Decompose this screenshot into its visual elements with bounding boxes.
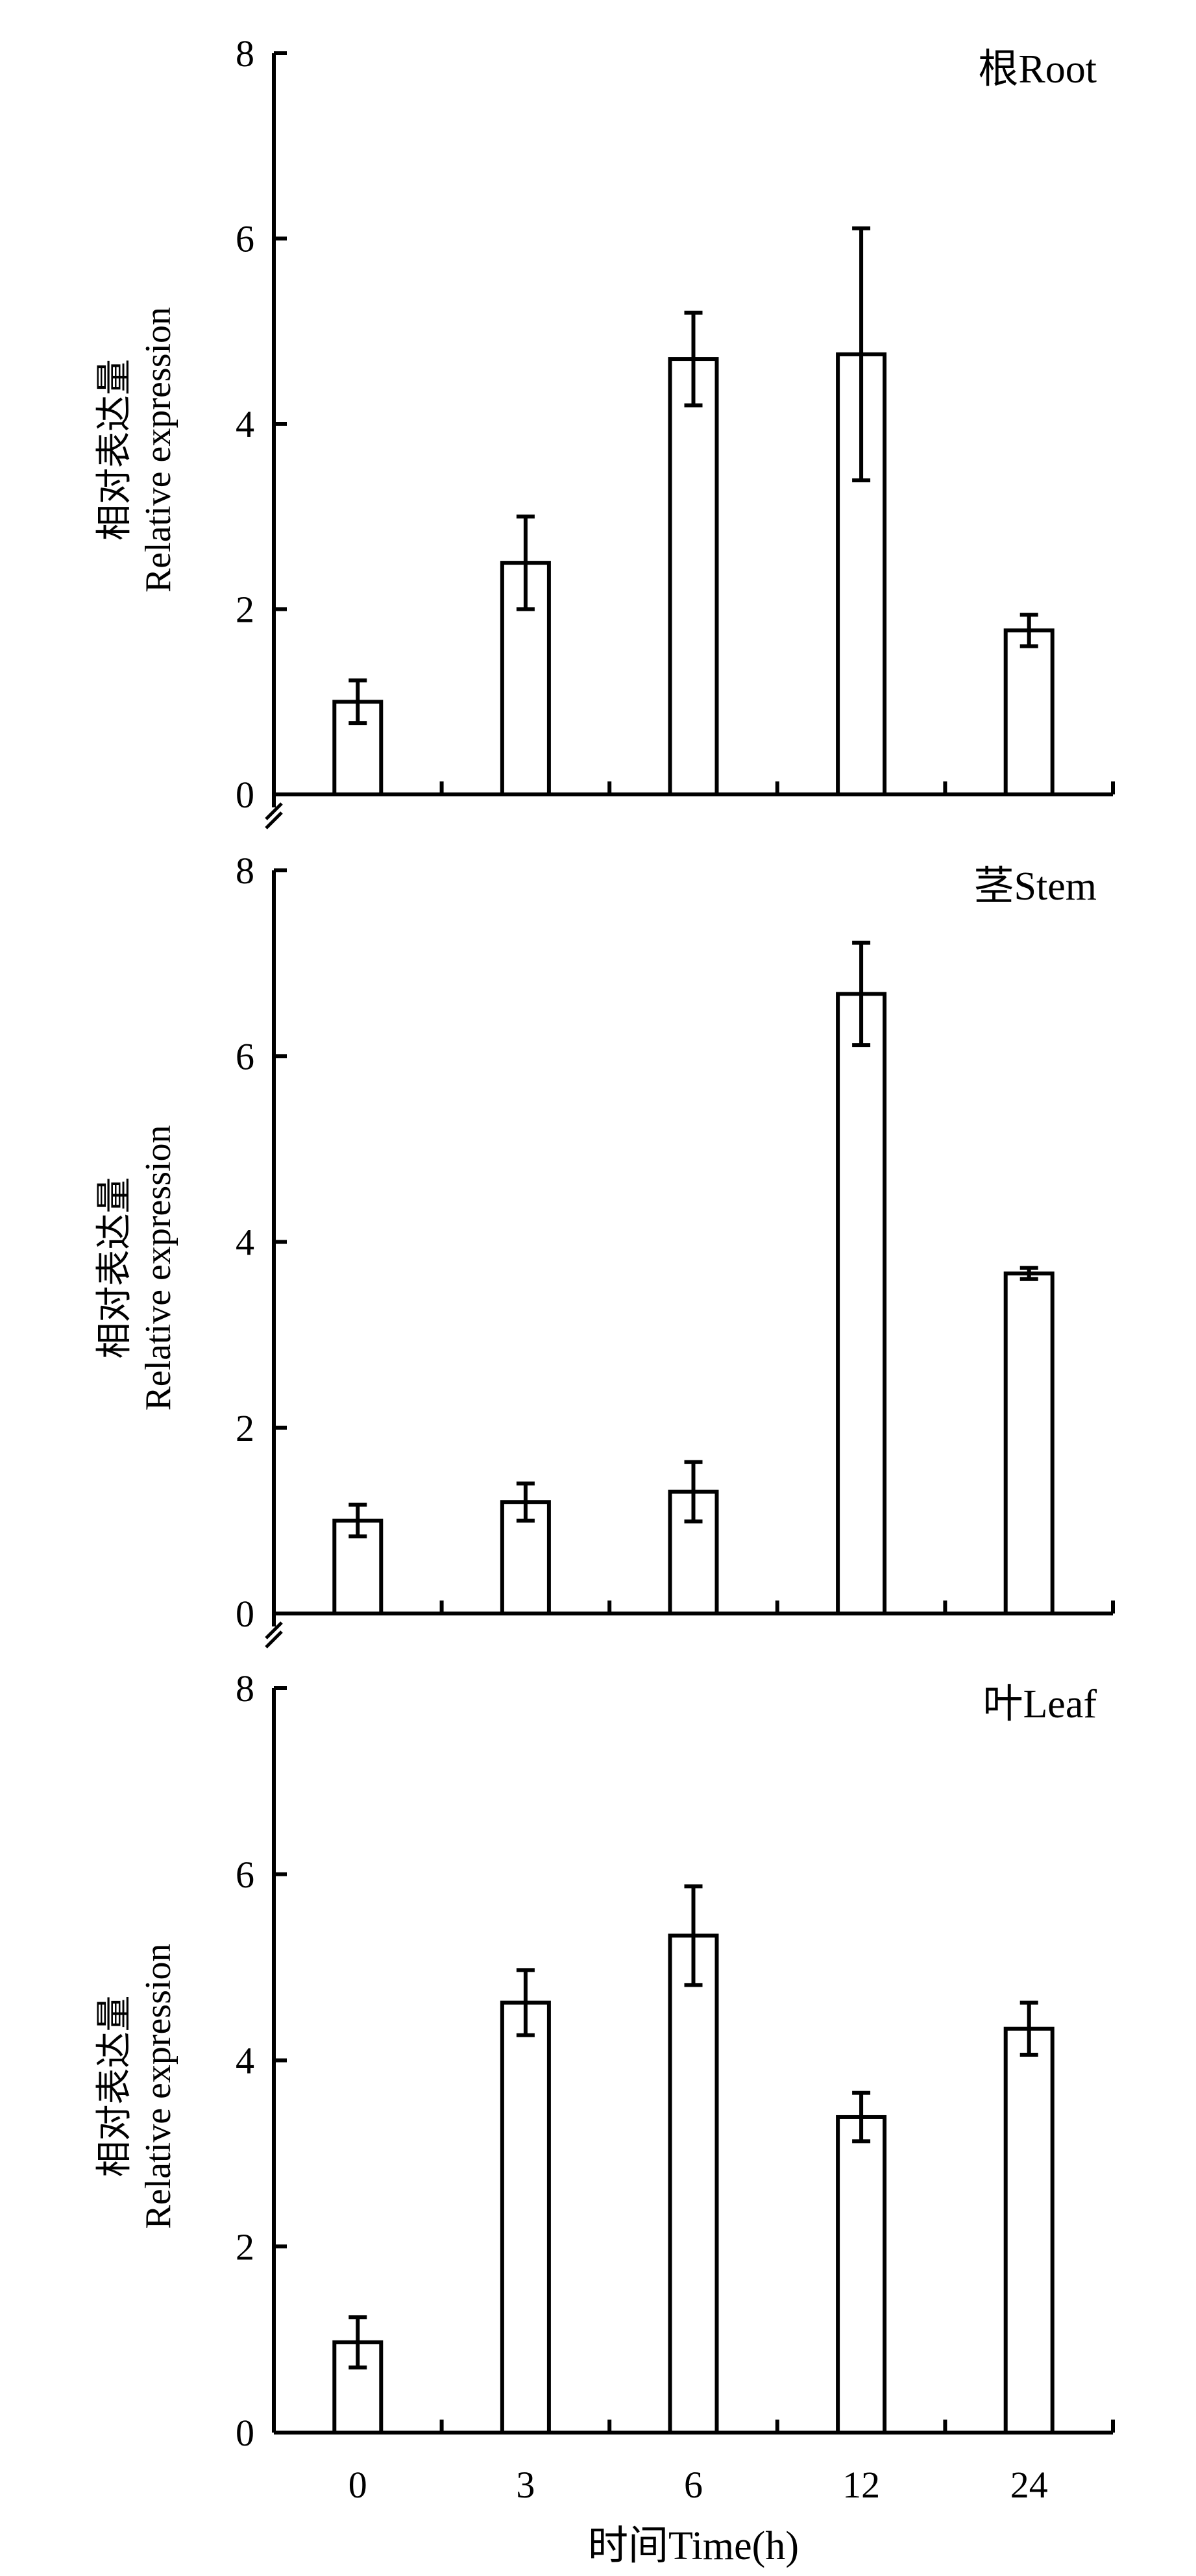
- panel-label: 根Root: [978, 47, 1097, 92]
- axis-break-mark: [265, 811, 283, 829]
- x-tick-label: 0: [348, 2464, 367, 2506]
- bar-叶Leaf-3: [500, 2000, 551, 2435]
- y-tick-label: 2: [236, 2226, 254, 2268]
- x-axis-label: 时间Time(h): [588, 2524, 799, 2568]
- y-tick-label: 6: [236, 1035, 254, 1077]
- y-axis-label-en: Relative expression: [138, 1943, 178, 2229]
- x-tick-label: 24: [1010, 2464, 1048, 2506]
- y-tick-label: 2: [236, 1407, 254, 1449]
- y-tick-label: 8: [236, 32, 254, 75]
- bar-根Root-24: [1003, 628, 1055, 797]
- y-axis-label-cn: 相对表达量: [95, 359, 135, 541]
- y-tick-label: 0: [236, 1593, 254, 1635]
- y-tick-label: 8: [236, 1667, 254, 1710]
- axis-break-mark: [265, 1621, 283, 1639]
- bar-叶Leaf-12: [836, 2115, 887, 2435]
- bar-根Root-6: [668, 357, 719, 796]
- y-axis-label-en: Relative expression: [138, 307, 178, 593]
- bar-叶Leaf-6: [668, 1933, 719, 2435]
- axis-break-mark: [265, 802, 283, 820]
- y-tick-label: 6: [236, 1854, 254, 1896]
- y-tick-label: 0: [236, 774, 254, 816]
- bar-叶Leaf-24: [1003, 2026, 1055, 2435]
- y-axis-label-en: Relative expression: [138, 1125, 178, 1410]
- y-tick-label: 4: [236, 2040, 254, 2082]
- panel-label: 叶Leaf: [982, 1682, 1097, 1726]
- y-tick-label: 6: [236, 218, 254, 260]
- bar-根Root-0: [332, 700, 384, 796]
- bar-叶Leaf-0: [332, 2340, 384, 2435]
- y-tick-label: 8: [236, 850, 254, 892]
- y-axis-label-cn: 相对表达量: [95, 1996, 135, 2177]
- y-tick-label: 4: [236, 403, 254, 445]
- bar-茎Stem-12: [836, 992, 887, 1615]
- x-tick-label: 12: [842, 2464, 880, 2506]
- panel-label: 茎Stem: [974, 865, 1097, 909]
- y-axis-label-cn: 相对表达量: [95, 1177, 135, 1359]
- y-tick-label: 2: [236, 589, 254, 631]
- x-tick-label: 6: [684, 2464, 703, 2506]
- x-tick-label: 3: [516, 2464, 535, 2506]
- bar-根Root-3: [500, 561, 551, 796]
- y-tick-label: 4: [236, 1221, 254, 1264]
- bar-茎Stem-24: [1003, 1271, 1055, 1615]
- axis-break-mark: [265, 1630, 283, 1649]
- y-tick-label: 0: [236, 2412, 254, 2454]
